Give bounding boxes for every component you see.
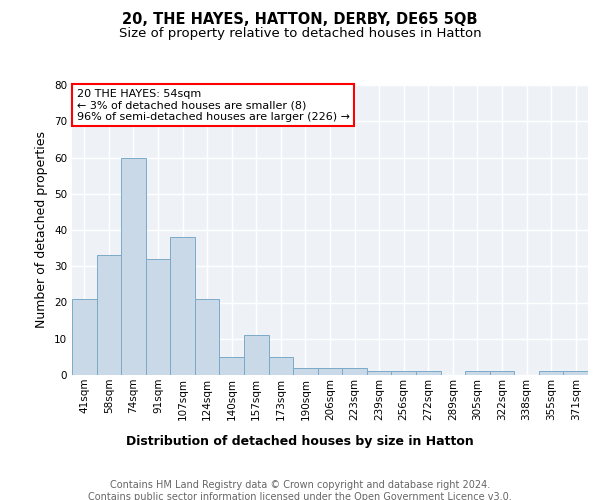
Bar <box>318 368 342 375</box>
Bar <box>170 238 195 375</box>
Bar <box>220 357 244 375</box>
Bar <box>72 299 97 375</box>
Bar <box>367 372 391 375</box>
Bar <box>563 372 588 375</box>
Bar <box>490 372 514 375</box>
Text: 20 THE HAYES: 54sqm
← 3% of detached houses are smaller (8)
96% of semi-detached: 20 THE HAYES: 54sqm ← 3% of detached hou… <box>77 88 350 122</box>
Y-axis label: Number of detached properties: Number of detached properties <box>35 132 49 328</box>
Bar <box>465 372 490 375</box>
Text: 20, THE HAYES, HATTON, DERBY, DE65 5QB: 20, THE HAYES, HATTON, DERBY, DE65 5QB <box>122 12 478 28</box>
Text: Size of property relative to detached houses in Hatton: Size of property relative to detached ho… <box>119 28 481 40</box>
Bar <box>121 158 146 375</box>
Bar <box>97 256 121 375</box>
Bar <box>244 335 269 375</box>
Bar <box>195 299 220 375</box>
Bar <box>416 372 440 375</box>
Bar <box>293 368 318 375</box>
Bar <box>342 368 367 375</box>
Bar <box>269 357 293 375</box>
Text: Contains HM Land Registry data © Crown copyright and database right 2024.
Contai: Contains HM Land Registry data © Crown c… <box>88 480 512 500</box>
Bar <box>391 372 416 375</box>
Bar <box>539 372 563 375</box>
Bar <box>146 259 170 375</box>
Text: Distribution of detached houses by size in Hatton: Distribution of detached houses by size … <box>126 435 474 448</box>
